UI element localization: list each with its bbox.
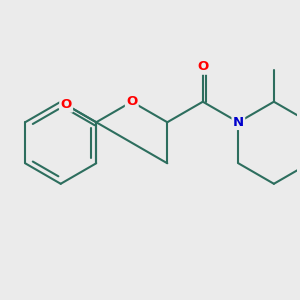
Text: O: O bbox=[61, 98, 72, 111]
Text: O: O bbox=[197, 61, 208, 74]
Text: N: N bbox=[233, 116, 244, 129]
Text: O: O bbox=[126, 95, 137, 108]
